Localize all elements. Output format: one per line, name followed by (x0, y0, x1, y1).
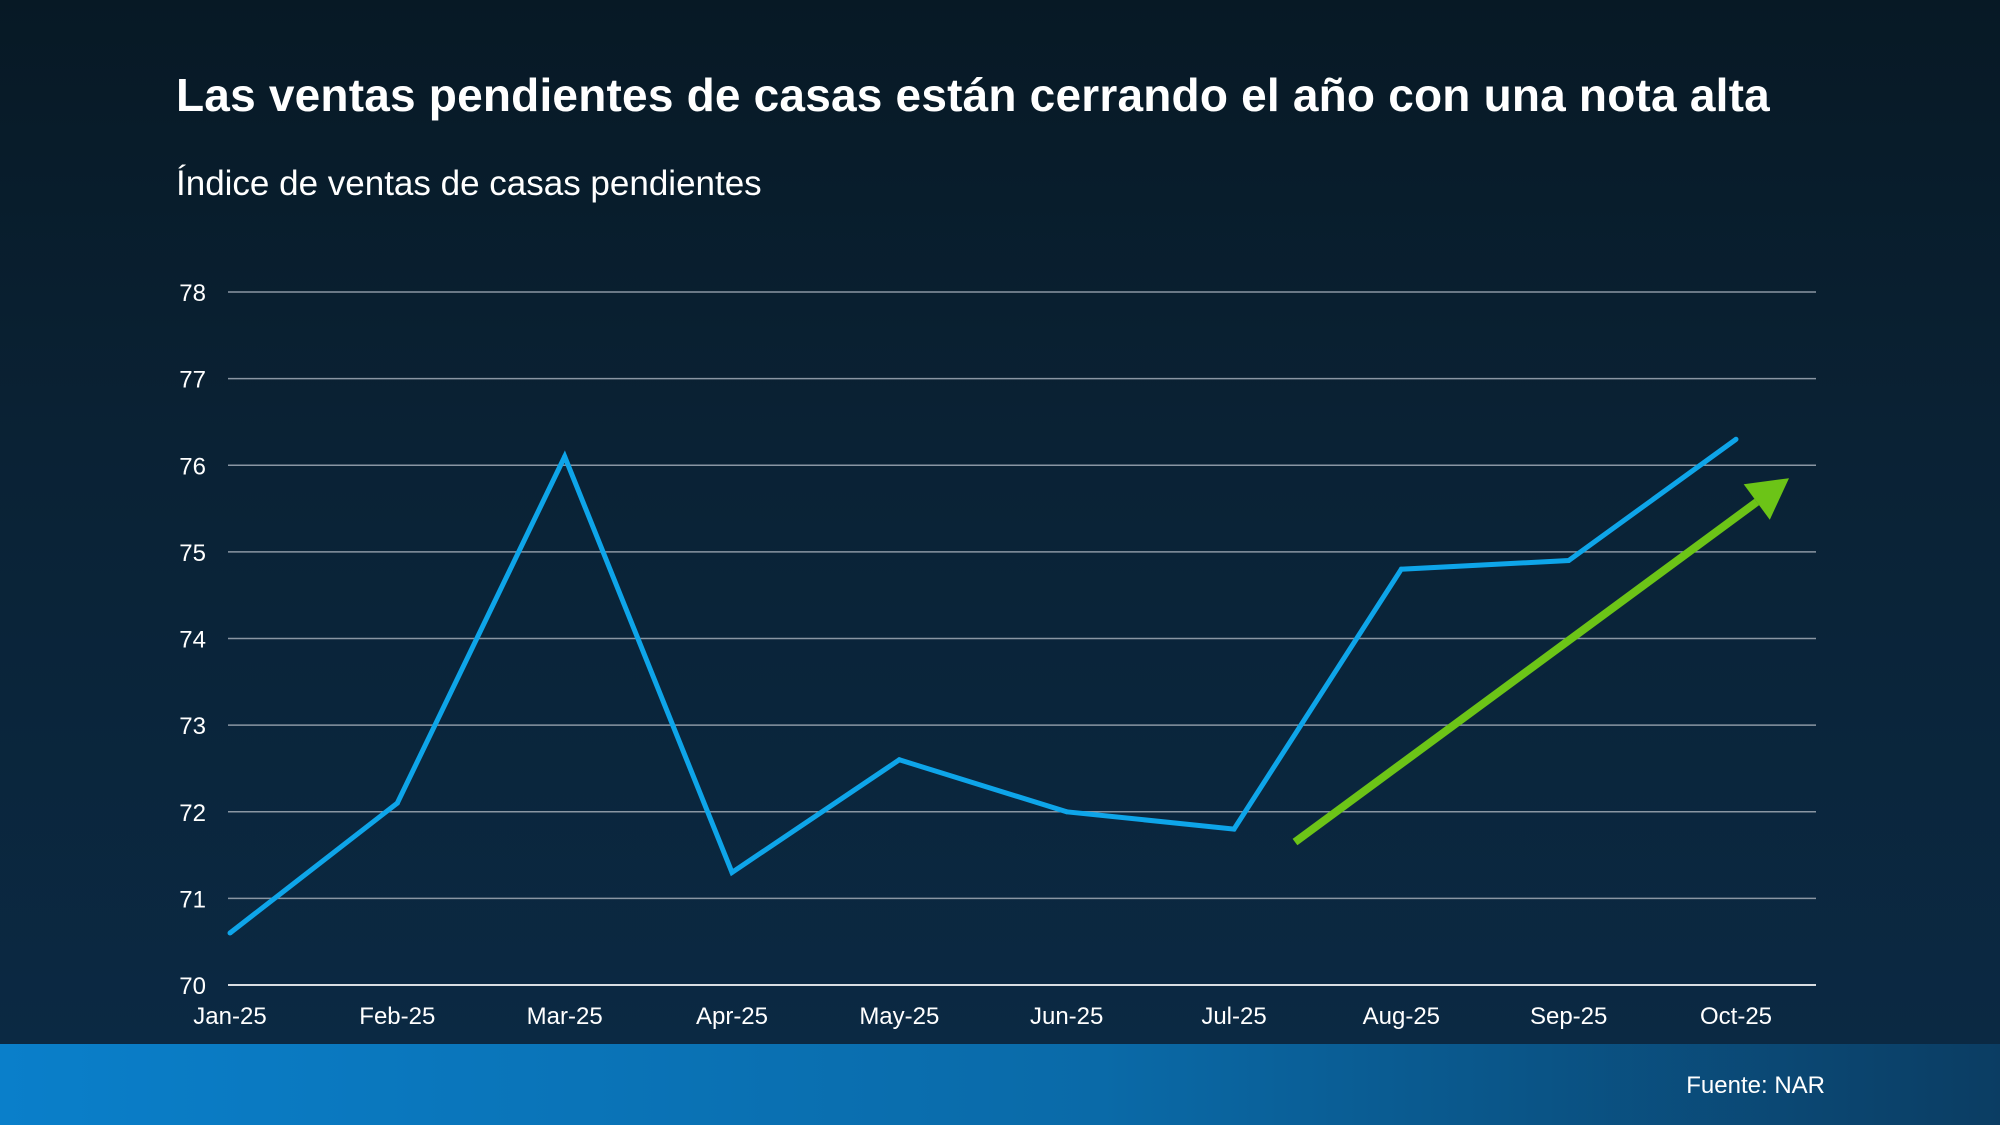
x-tick-label: Apr-25 (696, 1003, 768, 1030)
y-tick-label: 71 (179, 886, 206, 913)
y-tick-label: 74 (179, 627, 206, 654)
x-tick-label: Jan-25 (193, 1003, 266, 1030)
series-layer (227, 436, 1739, 936)
line-chart: 70 71 72 73 74 75 76 77 78 Jan-25 Feb-25 Mar-25 Apr… (179, 280, 1816, 1030)
x-axis-ticks: Jan-25 Feb-25 Mar-25 Apr-25 May-25 Jun-25 Jul-… (193, 1003, 1772, 1030)
data-point (1566, 558, 1572, 564)
y-tick-label: 78 (179, 280, 206, 307)
data-point (1398, 566, 1404, 572)
trend-annotation (1292, 478, 1789, 846)
chart-subtitle: Índice de ventas de casas pendientes (176, 164, 762, 203)
data-point (1064, 809, 1070, 815)
footer-bar: Fuente: NAR (0, 1044, 2000, 1125)
y-tick-label: 70 (179, 973, 206, 1000)
series-line (228, 437, 1738, 935)
y-tick-label: 73 (179, 713, 206, 740)
data-point (394, 800, 400, 806)
y-tick-label: 76 (179, 453, 206, 480)
data-point (1733, 436, 1739, 442)
chart-title: Las ventas pendientes de casas están cer… (176, 69, 1770, 121)
x-tick-label: Jun-25 (1030, 1003, 1103, 1030)
gridlines (228, 291, 1816, 986)
x-tick-label: Mar-25 (527, 1003, 603, 1030)
trend-arrow-head (1743, 478, 1789, 520)
y-tick-label: 72 (179, 800, 206, 827)
trend-arrow-shaft (1292, 498, 1760, 846)
data-point (896, 757, 902, 763)
source-label: Fuente: NAR (1686, 1072, 1825, 1099)
x-tick-label: Sep-25 (1530, 1003, 1607, 1030)
y-tick-label: 75 (179, 540, 206, 567)
x-tick-label: Aug-25 (1363, 1003, 1440, 1030)
x-tick-label: Feb-25 (359, 1003, 435, 1030)
x-tick-label: Oct-25 (1700, 1003, 1772, 1030)
y-axis-ticks: 70 71 72 73 74 75 76 77 78 (179, 280, 206, 1000)
y-tick-label: 77 (179, 367, 206, 394)
data-point (562, 454, 568, 460)
x-tick-label: Jul-25 (1201, 1003, 1266, 1030)
data-point (1231, 826, 1237, 832)
x-tick-label: May-25 (859, 1003, 939, 1030)
data-point (729, 869, 735, 875)
data-point (227, 930, 233, 936)
